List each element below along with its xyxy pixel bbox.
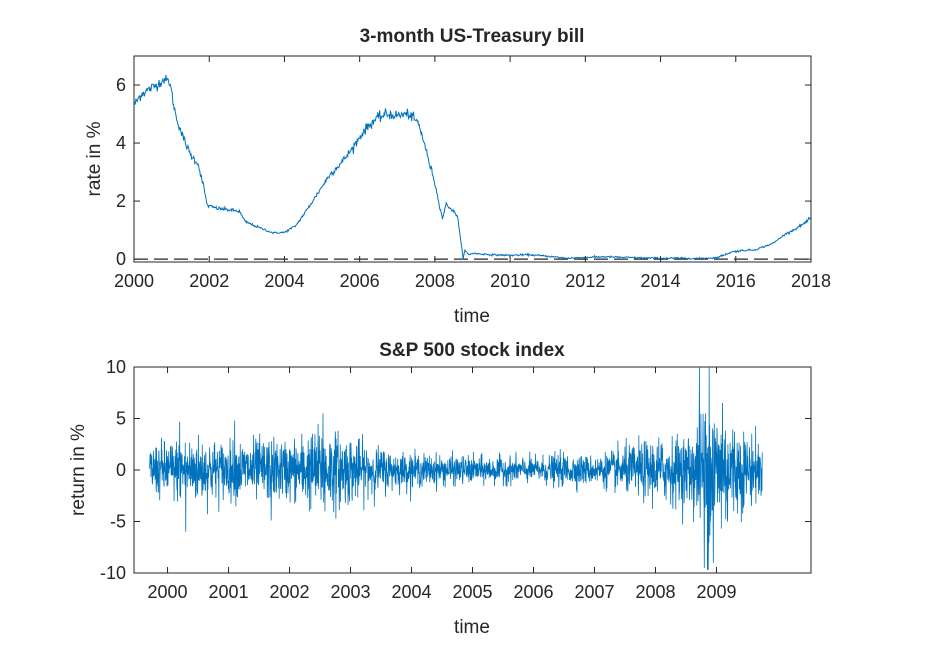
- treasury-xtick-label: 2008: [415, 271, 455, 291]
- sp500-ytick-label: -5: [110, 512, 126, 532]
- treasury-xtick-label: 2018: [791, 271, 831, 291]
- sp500-ylabel: return in %: [68, 424, 89, 516]
- treasury-xtick-label: 2002: [189, 271, 229, 291]
- treasury-rate-line: [134, 74, 811, 261]
- treasury-axes-box: [133, 55, 812, 263]
- sp500-ytick-label: 5: [116, 409, 126, 429]
- sp500-ytick-label: 0: [116, 460, 126, 480]
- sp500-xtick-label: 2006: [513, 582, 553, 602]
- sp500-xlabel: time: [454, 617, 490, 638]
- sp500-xtick-label: 2007: [574, 582, 614, 602]
- sp500-title: S&P 500 stock index: [379, 340, 565, 361]
- treasury-xtick-label: 2010: [490, 271, 530, 291]
- treasury-xtick-label: 2006: [340, 271, 380, 291]
- treasury-ytick-label: 0: [116, 249, 126, 269]
- sp500-ytick-label: -10: [100, 563, 126, 583]
- treasury-xtick-label: 2012: [565, 271, 605, 291]
- treasury-ytick-label: 4: [116, 133, 126, 153]
- sp500-xtick-label: 2000: [148, 582, 188, 602]
- treasury-xtick-label: 2016: [716, 271, 756, 291]
- sp500-xtick-label: 2008: [635, 582, 675, 602]
- treasury-xtick-label: 2000: [114, 271, 154, 291]
- sp500-ytick-label: 10: [106, 357, 126, 377]
- chart-treasury: 2000 2002 2004 2006 2008 2010 2012 2014 2016 2018…: [84, 26, 831, 327]
- treasury-title: 3-month US-Treasury bill: [360, 26, 585, 47]
- treasury-ylabel: rate in %: [84, 121, 105, 196]
- sp500-xtick-label: 2003: [330, 582, 370, 602]
- treasury-ytick-label: 6: [116, 75, 126, 95]
- sp500-xtick-label: 2001: [209, 582, 249, 602]
- sp500-xtick-label: 2002: [270, 582, 310, 602]
- sp500-xtick-label: 2009: [696, 582, 736, 602]
- chart-sp500: 2000 2001 2002 2003 2004 2005 2006 2007 2008 2009…: [68, 340, 812, 638]
- sp500-xtick-label: 2005: [452, 582, 492, 602]
- treasury-ytick-label: 2: [116, 191, 126, 211]
- treasury-xtick-label: 2014: [641, 271, 681, 291]
- treasury-xlabel: time: [454, 306, 490, 327]
- treasury-xtick-label: 2004: [264, 271, 304, 291]
- sp500-xtick-label: 2004: [391, 582, 431, 602]
- sp500-return-line: [148, 367, 763, 570]
